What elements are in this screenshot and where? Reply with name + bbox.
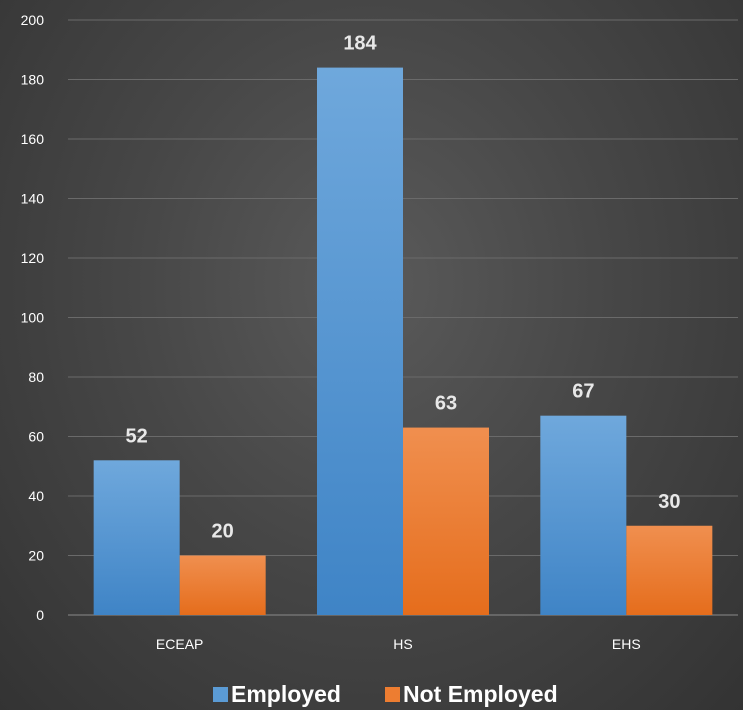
legend-swatch-not-employed xyxy=(385,687,400,702)
y-tick-label: 100 xyxy=(21,310,45,326)
bar-ehs-not-employed xyxy=(626,525,713,615)
y-tick-label: 120 xyxy=(21,250,45,266)
data-label: 52 xyxy=(126,425,148,447)
data-label: 30 xyxy=(658,491,680,513)
x-tick-label: HS xyxy=(393,636,412,652)
y-tick-label: 140 xyxy=(21,191,45,207)
legend-label: Not Employed xyxy=(403,681,558,707)
x-tick-label: EHS xyxy=(612,636,641,652)
legend: Employed Not Employed xyxy=(213,681,558,707)
bar-eceap-not-employed xyxy=(179,555,266,615)
legend-label: Employed xyxy=(231,681,341,707)
bar-hs-employed xyxy=(317,67,403,616)
y-tick-label: 60 xyxy=(28,429,44,445)
x-tick-label: ECEAP xyxy=(156,636,203,652)
y-tick-label: 20 xyxy=(28,548,44,564)
bar-hs-not-employed xyxy=(403,427,489,615)
data-label: 184 xyxy=(343,33,377,55)
legend-swatch-employed xyxy=(213,687,228,702)
data-labels: 52 20 184 63 67 30 xyxy=(126,33,681,543)
data-label: 20 xyxy=(212,521,234,543)
y-tick-label: 0 xyxy=(36,607,44,623)
bar-ehs-employed xyxy=(540,415,627,615)
bar-eceap-employed xyxy=(93,460,180,615)
y-tick-label: 40 xyxy=(28,488,44,504)
y-tick-label: 160 xyxy=(21,131,45,147)
y-tick-label: 200 xyxy=(21,12,45,28)
bars xyxy=(93,67,713,616)
y-tick-label: 80 xyxy=(28,369,44,385)
y-tick-label: 180 xyxy=(21,72,45,88)
data-label: 67 xyxy=(572,381,594,403)
axes: 0 20 40 60 80 100 120 140 160 180 200 ECEAP HS EHS xyxy=(21,12,738,652)
data-label: 63 xyxy=(435,393,457,415)
